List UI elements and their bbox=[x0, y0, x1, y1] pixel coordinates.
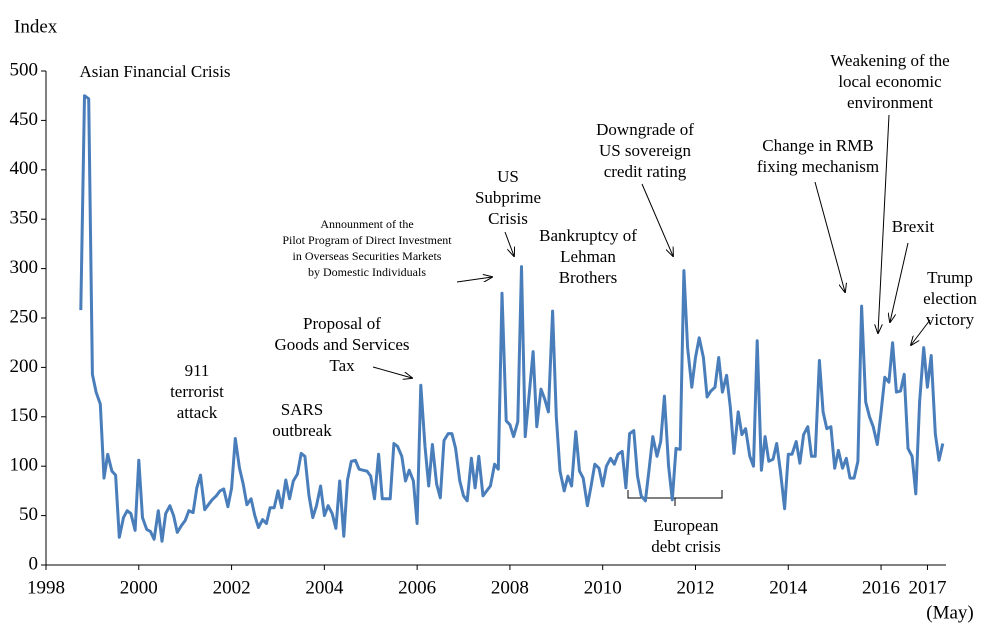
x-tick-label: 2004 bbox=[305, 577, 344, 598]
annotation: Goods and Services bbox=[274, 335, 409, 354]
arrow bbox=[456, 277, 492, 283]
x-tick-label: 2016 bbox=[862, 577, 900, 598]
annotation: 911 bbox=[185, 361, 210, 380]
annotation: debt crisis bbox=[651, 537, 720, 556]
annotation: European bbox=[653, 516, 719, 535]
annotation: US bbox=[497, 167, 519, 186]
y-tick-label: 150 bbox=[10, 405, 39, 426]
annotation: fixing mechanism bbox=[757, 157, 879, 176]
y-tick-label: 500 bbox=[10, 59, 39, 80]
annotation: Brothers bbox=[559, 268, 618, 287]
annotation: Lehman bbox=[560, 247, 616, 266]
annotation: US sovereign bbox=[599, 141, 692, 160]
x-tick-label: 2006 bbox=[398, 577, 436, 598]
annotation: outbreak bbox=[272, 421, 332, 440]
annotation: terrorist bbox=[170, 382, 224, 401]
y-tick-label: 400 bbox=[10, 158, 39, 179]
annotation: Proposal of bbox=[303, 314, 381, 333]
arrow bbox=[878, 114, 890, 333]
arrow bbox=[911, 319, 931, 345]
x-tick-label: 2010 bbox=[584, 577, 622, 598]
annotation: Downgrade of bbox=[596, 120, 694, 139]
annotation: Crisis bbox=[488, 209, 528, 228]
x-tick-label: 2008 bbox=[491, 577, 529, 598]
arrow bbox=[641, 183, 673, 256]
annotation: Brexit bbox=[892, 217, 935, 236]
y-tick-label: 50 bbox=[19, 504, 38, 525]
line bbox=[79, 94, 945, 543]
x-tick-label: 2002 bbox=[213, 577, 251, 598]
annotation: Announment of the bbox=[320, 217, 413, 231]
arrow bbox=[814, 181, 845, 292]
y-tick-label: 450 bbox=[10, 109, 39, 130]
annotation: election bbox=[923, 289, 977, 308]
annotation: Subprime bbox=[475, 188, 541, 207]
annotation: victory bbox=[926, 310, 975, 329]
annotation: Bankruptcy of bbox=[539, 226, 637, 245]
annotation: Asian Financial Crisis bbox=[79, 62, 230, 81]
annotation: local economic bbox=[838, 72, 942, 91]
annotation: by Domestic Individuals bbox=[308, 265, 426, 279]
annotation: credit rating bbox=[604, 162, 687, 181]
x-tick-label: 2012 bbox=[676, 577, 714, 598]
x-tick-label: 2000 bbox=[120, 577, 158, 598]
annotation: in Overseas Securities Markets bbox=[293, 249, 442, 263]
y-tick-label: 200 bbox=[10, 356, 39, 377]
annotation: Pilot Program of Direct Investment bbox=[282, 233, 452, 247]
annotation: environment bbox=[847, 93, 933, 112]
annotation: attack bbox=[177, 403, 218, 422]
y-tick-label: 250 bbox=[10, 306, 39, 327]
y-axis-title: Index bbox=[14, 16, 58, 37]
y-tick-label: 300 bbox=[10, 257, 39, 278]
x-tick-label: 2014 bbox=[769, 577, 808, 598]
arrow bbox=[372, 366, 412, 378]
arrow bbox=[890, 242, 909, 322]
y-tick-label: 100 bbox=[10, 455, 39, 476]
annotation: Trump bbox=[927, 268, 973, 287]
y-tick-label: 0 bbox=[29, 553, 39, 574]
x-tick-label: 2017 bbox=[908, 577, 946, 598]
x-note: (May) bbox=[926, 602, 973, 623]
annotation: Tax bbox=[329, 356, 355, 375]
y-tick-label: 350 bbox=[10, 208, 39, 229]
arrow bbox=[504, 231, 514, 256]
annotation: Weakening of the bbox=[830, 51, 949, 70]
annotation: Change in RMB bbox=[762, 136, 873, 155]
annotation: SARS bbox=[281, 400, 324, 419]
bracket bbox=[627, 490, 723, 506]
x-tick-label: 1998 bbox=[27, 577, 65, 598]
